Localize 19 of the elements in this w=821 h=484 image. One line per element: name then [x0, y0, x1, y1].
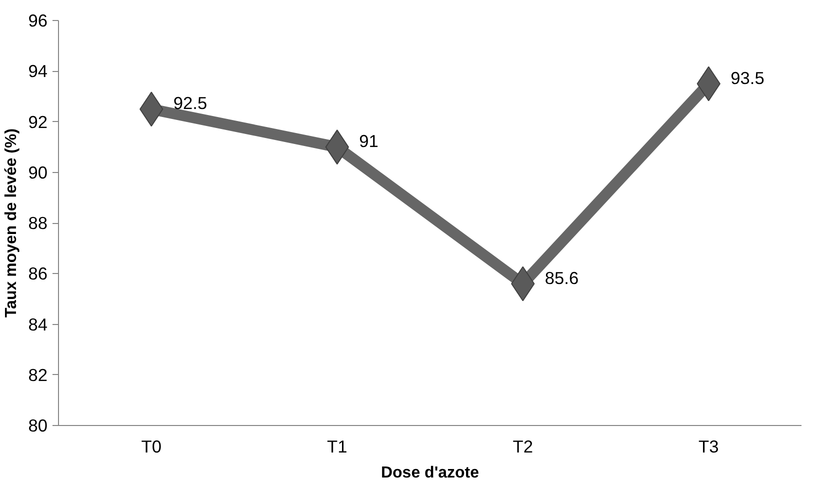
y-tick-label: 96 [28, 10, 48, 30]
y-tick-label: 86 [28, 264, 48, 284]
y-tick-label: 80 [28, 416, 48, 436]
data-label: 92.5 [173, 93, 208, 114]
y-tick-label: 84 [28, 314, 48, 334]
x-tick-label: T2 [512, 436, 533, 456]
data-label: 93.5 [730, 68, 764, 88]
y-tick-label: 92 [28, 112, 48, 132]
y-axis-title: Taux moyen de levée (%) [3, 128, 20, 318]
data-label: 85.6 [544, 268, 579, 288]
y-tick-label: 82 [28, 364, 48, 385]
y-tick-label: 90 [28, 162, 48, 182]
x-tick-label: T1 [327, 436, 348, 456]
x-axis-title: Dose d'azote [380, 464, 480, 482]
y-tick-label: 88 [28, 213, 48, 233]
x-tick-label: T0 [141, 436, 162, 456]
y-tick-label: 94 [28, 61, 48, 82]
data-label: 91 [359, 131, 378, 152]
x-tick-label: T3 [698, 436, 719, 456]
